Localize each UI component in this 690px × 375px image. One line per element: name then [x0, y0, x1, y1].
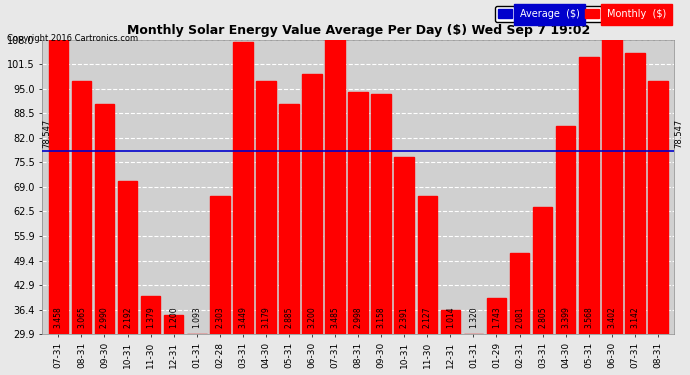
- Bar: [72, 81, 91, 375]
- Bar: [48, 40, 68, 375]
- Bar: [625, 53, 644, 375]
- Text: 2.127: 2.127: [423, 307, 432, 328]
- Bar: [325, 38, 345, 375]
- Text: 2.805: 2.805: [538, 306, 547, 328]
- Bar: [302, 74, 322, 375]
- Bar: [486, 298, 506, 375]
- Bar: [602, 38, 622, 375]
- Text: 2.885: 2.885: [284, 307, 293, 328]
- Bar: [395, 156, 414, 375]
- Text: 3.142: 3.142: [631, 306, 640, 328]
- Bar: [95, 104, 115, 375]
- Text: Copyright 2016 Cartronics.com: Copyright 2016 Cartronics.com: [7, 34, 138, 43]
- Text: 78.547: 78.547: [674, 118, 683, 148]
- Text: 1.014: 1.014: [446, 306, 455, 328]
- Text: 3.458: 3.458: [54, 306, 63, 328]
- Text: 3.485: 3.485: [331, 306, 339, 328]
- Bar: [233, 42, 253, 375]
- Text: 3.158: 3.158: [377, 306, 386, 328]
- Bar: [187, 334, 206, 375]
- Bar: [348, 92, 368, 375]
- Bar: [417, 196, 437, 375]
- Bar: [210, 196, 230, 375]
- Bar: [164, 315, 184, 375]
- Bar: [279, 104, 299, 375]
- Text: 1.320: 1.320: [469, 306, 478, 328]
- Bar: [256, 81, 276, 375]
- Text: 3.568: 3.568: [584, 306, 593, 328]
- Text: 2.391: 2.391: [400, 306, 408, 328]
- Bar: [441, 310, 460, 375]
- Text: 2.081: 2.081: [515, 307, 524, 328]
- Bar: [141, 296, 160, 375]
- Bar: [464, 334, 483, 375]
- Bar: [118, 181, 137, 375]
- Text: 3.402: 3.402: [607, 306, 616, 328]
- Text: 3.399: 3.399: [561, 306, 570, 328]
- Text: 2.303: 2.303: [215, 306, 224, 328]
- Text: 3.200: 3.200: [308, 306, 317, 328]
- Text: 2.990: 2.990: [100, 306, 109, 328]
- Text: 3.179: 3.179: [262, 306, 270, 328]
- Text: 1.200: 1.200: [169, 306, 178, 328]
- Title: Monthly Solar Energy Value Average Per Day ($) Wed Sep 7 19:02: Monthly Solar Energy Value Average Per D…: [126, 24, 590, 37]
- Bar: [579, 57, 598, 375]
- Text: 1.379: 1.379: [146, 306, 155, 328]
- Bar: [556, 126, 575, 375]
- Text: 2.192: 2.192: [123, 307, 132, 328]
- Bar: [371, 94, 391, 375]
- Text: 78.547: 78.547: [42, 118, 51, 148]
- Text: 2.998: 2.998: [354, 306, 363, 328]
- Text: 1.093: 1.093: [193, 306, 201, 328]
- Text: 1.743: 1.743: [492, 306, 501, 328]
- Text: 3.449: 3.449: [238, 306, 247, 328]
- Bar: [533, 207, 553, 375]
- Legend: Average  ($), Monthly  ($): Average ($), Monthly ($): [495, 6, 669, 22]
- Bar: [510, 253, 529, 375]
- Bar: [648, 81, 668, 375]
- Text: 3.065: 3.065: [77, 306, 86, 328]
